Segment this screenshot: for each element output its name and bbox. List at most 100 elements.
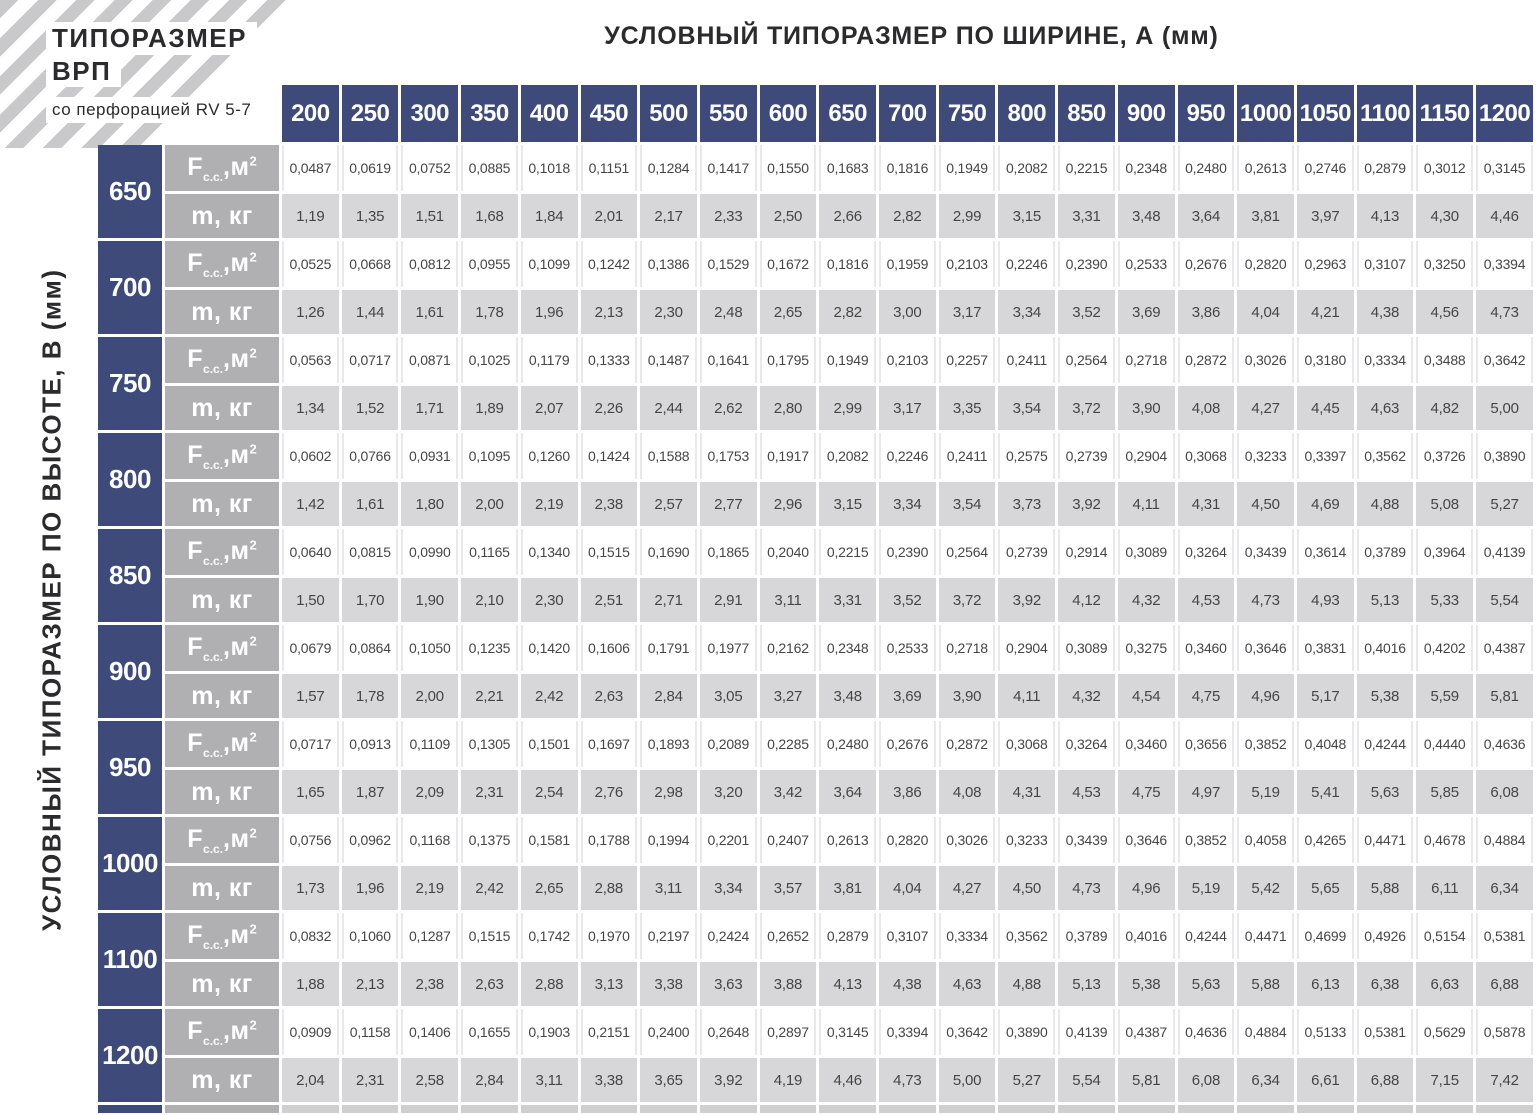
area-cell: 0,2718 (1117, 337, 1175, 383)
area-cell: 0,3656 (1177, 721, 1235, 767)
mass-cell: 3,54 (998, 386, 1056, 430)
mass-cell: 3,35 (938, 386, 996, 430)
mass-cell: 2,13 (580, 290, 638, 334)
area-cell: 0,1179 (520, 337, 578, 383)
area-cell: 0,2564 (1058, 337, 1115, 383)
mass-cell: 5,54 (1058, 1058, 1115, 1102)
area-cell: 0,1994 (640, 817, 697, 863)
mass-row: m, кг 1,88 2,13 2,38 2,63 2,88 3,13 3,38 3,63 3,8… (98, 962, 1533, 1006)
header-spacer (98, 85, 162, 142)
mass-cell: 5,38 (1356, 674, 1414, 718)
height-row-label: 1200 (98, 1009, 162, 1102)
area-cell: 0,1050 (401, 625, 459, 671)
area-cell: 0,0717 (282, 721, 339, 767)
area-cell: 0,0909 (282, 1009, 339, 1055)
area-cell: 0,4058 (1237, 817, 1294, 863)
mass-cell: 2,09 (401, 770, 459, 814)
sliver-cell (879, 1105, 936, 1113)
area-cell: 0,0955 (461, 241, 518, 287)
area-cell: 0,2040 (759, 529, 817, 575)
column-header: 750 (938, 85, 996, 142)
area-label-subscript: с.с. (203, 745, 224, 760)
area-row: 850 Fс.с.,м2 0,0640 0,0815 0,0990 0,1165 0,134… (98, 529, 1533, 622)
mass-cell: 2,19 (520, 482, 578, 526)
area-cell: 0,2879 (819, 913, 877, 959)
sliver-row-label (98, 1105, 162, 1113)
column-header: 850 (1058, 85, 1115, 142)
column-header: 1150 (1416, 85, 1474, 142)
sliver-cell (1356, 1105, 1414, 1113)
mass-cell: 5,27 (1476, 482, 1533, 526)
area-cell: 0,1949 (938, 145, 996, 191)
mass-cell: 4,19 (759, 1058, 817, 1102)
mass-label: m, кг (165, 578, 279, 622)
area-cell: 0,5629 (1416, 1009, 1474, 1055)
area-cell: 0,1606 (580, 625, 638, 671)
area-cell: 0,3642 (938, 1009, 996, 1055)
mass-cell: 6,61 (1296, 1058, 1354, 1102)
area-cell: 0,1816 (819, 241, 877, 287)
mass-cell: 3,31 (819, 578, 877, 622)
area-label-exponent: 2 (249, 153, 257, 169)
mass-cell: 3,52 (879, 578, 936, 622)
area-row: 750 Fс.с.,м2 0,0563 0,0717 0,0871 0,1025 0,117… (98, 337, 1533, 430)
column-header: 200 (282, 85, 339, 142)
mass-cell: 2,00 (401, 674, 459, 718)
mass-cell: 3,81 (1237, 194, 1294, 238)
mass-cell: 5,88 (1237, 962, 1294, 1006)
mass-row: m, кг 1,57 1,78 2,00 2,21 2,42 2,63 2,84 3,05 3,2… (98, 674, 1533, 718)
area-cell: 0,3180 (1296, 337, 1354, 383)
mass-cell: 3,11 (759, 578, 817, 622)
mass-label: m, кг (165, 482, 279, 526)
mass-cell: 2,38 (401, 962, 459, 1006)
area-cell: 0,2162 (759, 625, 817, 671)
sliver-cell (401, 1105, 459, 1113)
mass-cell: 5,33 (1416, 578, 1474, 622)
height-row-label: 1000 (98, 817, 162, 910)
area-cell: 0,3107 (879, 913, 936, 959)
mass-row: m, кг 1,65 1,87 2,09 2,31 2,54 2,76 2,98 3,20 3,4… (98, 770, 1533, 814)
area-cell: 0,4471 (1356, 817, 1414, 863)
column-header: 400 (520, 85, 578, 142)
mass-cell: 2,99 (819, 386, 877, 430)
area-cell: 0,0913 (341, 721, 399, 767)
mass-cell: 3,86 (879, 770, 936, 814)
area-cell: 0,1386 (640, 241, 697, 287)
area-label: Fс.с.,м2 (165, 721, 279, 767)
area-cell: 0,0525 (282, 241, 339, 287)
height-row-label: 650 (98, 145, 162, 238)
area-cell: 0,3460 (1117, 721, 1175, 767)
area-cell: 0,3890 (1476, 433, 1533, 479)
area-cell: 0,1025 (461, 337, 518, 383)
mass-label: m, кг (165, 674, 279, 718)
area-label-subscript: с.с. (203, 937, 224, 952)
mass-label: m, кг (165, 1058, 279, 1102)
area-cell: 0,2652 (759, 913, 817, 959)
area-cell: 0,2613 (1237, 145, 1294, 191)
area-cell: 0,1550 (759, 145, 817, 191)
area-label-exponent: 2 (249, 441, 257, 457)
area-cell: 0,3334 (1356, 337, 1414, 383)
mass-cell: 2,96 (759, 482, 817, 526)
mass-cell: 4,75 (1177, 674, 1235, 718)
mass-cell: 4,54 (1117, 674, 1175, 718)
area-label: Fс.с.,м2 (165, 337, 279, 383)
area-cell: 0,1697 (580, 721, 638, 767)
mass-cell: 4,46 (819, 1058, 877, 1102)
area-cell: 0,1816 (879, 145, 936, 191)
area-label: Fс.с.,м2 (165, 1009, 279, 1055)
area-cell: 0,4202 (1416, 625, 1474, 671)
column-header: 550 (699, 85, 757, 142)
area-cell: 0,2533 (879, 625, 936, 671)
area-cell: 0,2575 (998, 433, 1056, 479)
mass-cell: 3,34 (699, 866, 757, 910)
area-label-exponent: 2 (249, 729, 257, 745)
mass-cell: 4,88 (998, 962, 1056, 1006)
area-cell: 0,0885 (461, 145, 518, 191)
area-label-subscript: с.с. (203, 841, 224, 856)
area-cell: 0,1151 (580, 145, 638, 191)
mass-cell: 4,73 (879, 1058, 936, 1102)
mass-cell: 4,31 (998, 770, 1056, 814)
column-header: 1000 (1237, 85, 1294, 142)
mass-cell: 1,70 (341, 578, 399, 622)
